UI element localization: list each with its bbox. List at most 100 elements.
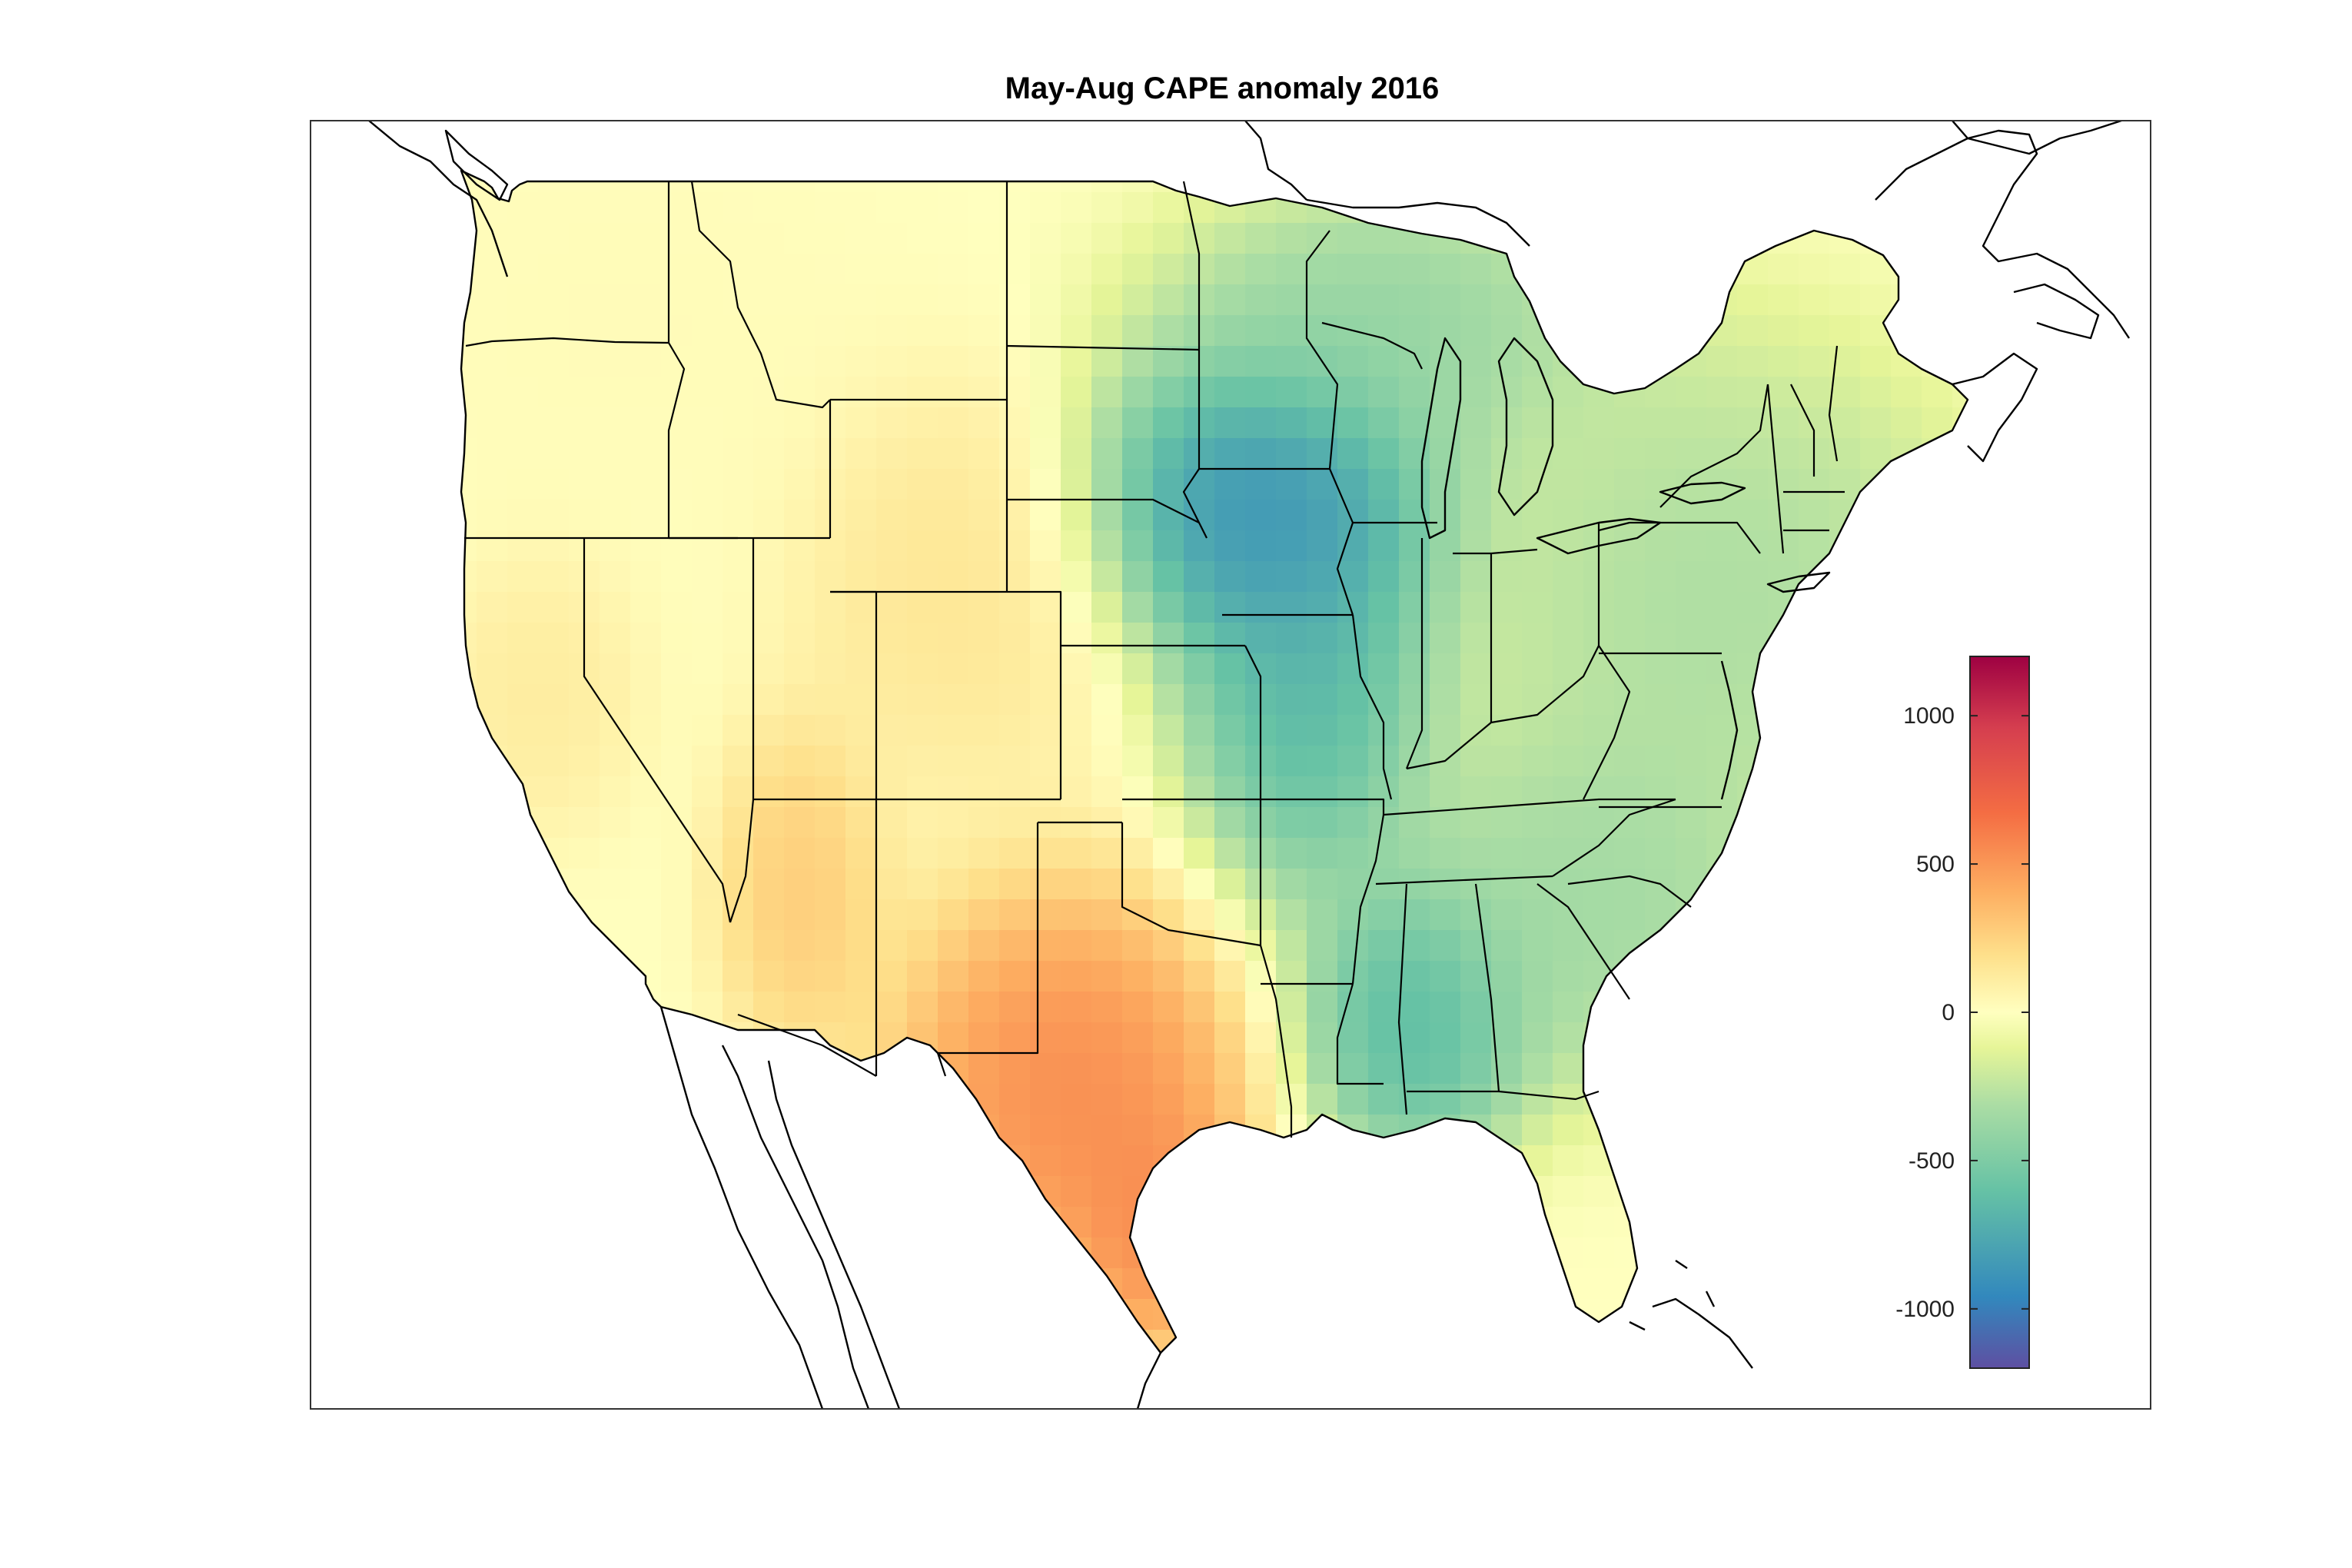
heatmap-cell <box>1430 930 1461 962</box>
heatmap-cell <box>1061 899 1092 931</box>
heatmap-cell <box>1368 469 1400 500</box>
heatmap-cell <box>1276 776 1307 808</box>
heatmap-cell <box>876 284 908 316</box>
heatmap-cell <box>876 469 908 500</box>
heatmap-cell <box>723 623 754 654</box>
heatmap-cell <box>1307 377 1338 408</box>
heatmap-cell <box>845 961 877 992</box>
heatmap-cell <box>845 192 877 224</box>
heatmap-cell <box>477 346 508 377</box>
heatmap-cell <box>1614 623 1646 654</box>
heatmap-cell <box>661 377 693 408</box>
heatmap-cell <box>1214 838 1246 869</box>
heatmap-cell <box>507 623 539 654</box>
heatmap-cell <box>1091 1084 1123 1115</box>
heatmap-cell <box>876 192 908 224</box>
heatmap-cell <box>938 992 969 1023</box>
heatmap-cell <box>753 684 785 716</box>
heatmap-cell <box>1061 1022 1092 1054</box>
heatmap-cell <box>1030 469 1061 500</box>
heatmap-cell <box>477 684 508 716</box>
heatmap-cell <box>1676 530 1707 562</box>
heatmap-cell <box>1676 500 1707 531</box>
heatmap-cell <box>1583 469 1615 500</box>
heatmap-cell <box>1214 407 1246 439</box>
heatmap-cell <box>1799 377 1830 408</box>
heatmap-cell <box>938 284 969 316</box>
heatmap-cell <box>784 776 816 808</box>
heatmap-cell <box>938 869 969 900</box>
heatmap-cell <box>661 500 693 531</box>
heatmap-cell <box>815 776 846 808</box>
heatmap-cell <box>1307 469 1338 500</box>
heatmap-cell <box>692 930 723 962</box>
heatmap-cell <box>1061 192 1092 224</box>
bahamas-islands <box>1629 1260 1716 1331</box>
heatmap-cell <box>600 377 631 408</box>
heatmap-cell <box>1091 684 1123 716</box>
heatmap-cell <box>999 930 1031 962</box>
state-border-or-id <box>667 342 686 538</box>
heatmap-cell <box>1214 684 1246 716</box>
heatmap-cell <box>1706 623 1738 654</box>
heatmap-cell <box>1061 377 1092 408</box>
heatmap-cell <box>1245 469 1277 500</box>
heatmap-cell <box>784 530 816 562</box>
heatmap-cell <box>1676 684 1707 716</box>
heatmap-cell <box>630 838 662 869</box>
heatmap-cell <box>815 346 846 377</box>
heatmap-cell <box>1214 438 1246 470</box>
heatmap-cell <box>1153 992 1184 1023</box>
heatmap-cell <box>1430 284 1461 316</box>
heatmap-cell <box>1245 592 1277 623</box>
heatmap-cell <box>1553 1115 1584 1146</box>
heatmap-cell <box>1245 530 1277 562</box>
heatmap-cell <box>907 438 938 470</box>
heatmap-cell <box>999 838 1031 869</box>
heatmap-cell <box>1491 961 1523 992</box>
heatmap-cell <box>1522 746 1553 777</box>
heatmap-cell <box>845 992 877 1023</box>
heatmap-cell <box>845 500 877 531</box>
heatmap-cell <box>1153 530 1184 562</box>
heatmap-cell <box>1583 746 1615 777</box>
heatmap-cell <box>815 807 846 839</box>
heatmap-cell <box>845 746 877 777</box>
heatmap-cell <box>1460 561 1492 593</box>
heatmap-cell <box>1460 377 1492 408</box>
heatmap-cell <box>1430 254 1461 285</box>
heatmap-cell <box>507 377 539 408</box>
heatmap-cell <box>784 838 816 869</box>
heatmap-cell <box>1276 961 1307 992</box>
heatmap-cell <box>569 223 600 254</box>
heatmap-cell <box>1061 1053 1092 1085</box>
heatmap-cell <box>845 223 877 254</box>
heatmap-cell <box>1030 1115 1061 1146</box>
heatmap-cell <box>1061 715 1092 746</box>
heatmap-cell <box>1522 1022 1553 1054</box>
heatmap-cell <box>968 346 1000 377</box>
heatmap-cell <box>968 961 1000 992</box>
heatmap-cell <box>1399 315 1430 347</box>
heatmap-cell <box>1337 776 1369 808</box>
canada-pacific-coast <box>368 121 509 277</box>
heatmap-cell <box>1276 346 1307 377</box>
heatmap-cell <box>907 807 938 839</box>
map-frame <box>310 120 2151 1410</box>
heatmap-cell <box>1614 807 1646 839</box>
heatmap-cell <box>1276 838 1307 869</box>
heatmap-cell <box>692 684 723 716</box>
lake-superior-north-shore <box>1306 198 1530 247</box>
heatmap-cell <box>1245 407 1277 439</box>
heatmap-cell <box>1276 899 1307 931</box>
heatmap-cell <box>1491 684 1523 716</box>
heatmap-cell <box>1091 776 1123 808</box>
heatmap-cell <box>1553 592 1584 623</box>
heatmap-cell <box>630 807 662 839</box>
heatmap-cell <box>1522 961 1553 992</box>
heatmap-cell <box>661 653 693 685</box>
heatmap-cell <box>1460 284 1492 316</box>
heatmap-cell <box>968 684 1000 716</box>
heatmap-cell <box>569 407 600 439</box>
heatmap-cell <box>1522 930 1553 962</box>
